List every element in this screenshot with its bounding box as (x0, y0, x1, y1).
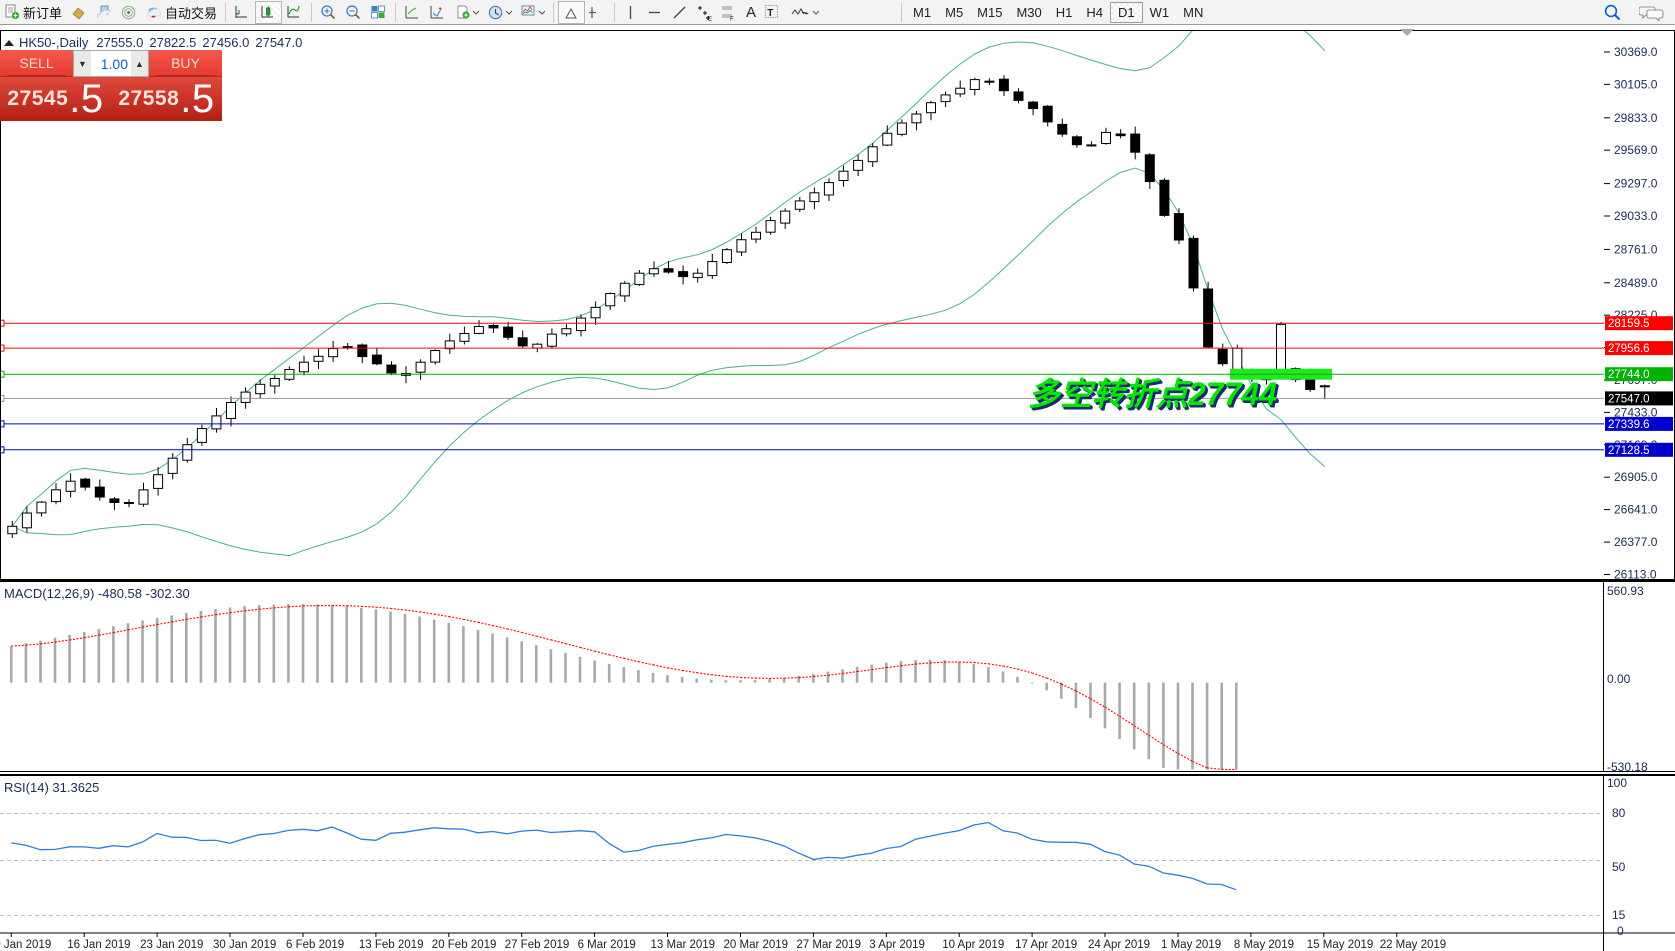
svg-text:26113.0: 26113.0 (1614, 568, 1657, 581)
svg-text:30 Jan 2019: 30 Jan 2019 (213, 939, 276, 951)
svg-text:27956.6: 27956.6 (1608, 343, 1650, 355)
svg-text:28489.0: 28489.0 (1614, 276, 1658, 290)
svg-text:28159.5: 28159.5 (1608, 318, 1650, 330)
svg-text:27339.6: 27339.6 (1608, 419, 1650, 431)
svg-text:29569.0: 29569.0 (1614, 143, 1658, 157)
svg-text:26641.0: 26641.0 (1614, 503, 1658, 517)
svg-text:6 Feb 2019: 6 Feb 2019 (286, 939, 344, 951)
svg-text:26377.0: 26377.0 (1614, 535, 1658, 549)
svg-text:29833.0: 29833.0 (1614, 111, 1658, 125)
svg-text:15 May 2019: 15 May 2019 (1307, 939, 1374, 951)
svg-text:27128.5: 27128.5 (1608, 445, 1650, 457)
svg-text:26905.0: 26905.0 (1614, 470, 1658, 484)
svg-text:27744.0: 27744.0 (1608, 369, 1650, 381)
svg-text:24 Apr 2019: 24 Apr 2019 (1088, 939, 1150, 951)
svg-text:27 Mar 2019: 27 Mar 2019 (796, 939, 861, 951)
svg-text:T: T (767, 8, 773, 19)
svg-text:28761.0: 28761.0 (1614, 242, 1658, 256)
svg-text:13 Mar 2019: 13 Mar 2019 (651, 939, 716, 951)
svg-text:1 May 2019: 1 May 2019 (1161, 939, 1221, 951)
svg-text:9 Jan 2019: 9 Jan 2019 (0, 939, 51, 951)
svg-text:23 Jan 2019: 23 Jan 2019 (140, 939, 203, 951)
svg-text:20 Mar 2019: 20 Mar 2019 (724, 939, 789, 951)
svg-text:27547.0: 27547.0 (1608, 393, 1650, 405)
svg-text:29033.0: 29033.0 (1614, 209, 1658, 223)
svg-text:3 Apr 2019: 3 Apr 2019 (869, 939, 925, 951)
svg-text:6 Mar 2019: 6 Mar 2019 (578, 939, 636, 951)
svg-text:13 Feb 2019: 13 Feb 2019 (359, 939, 424, 951)
svg-text:30105.0: 30105.0 (1614, 77, 1658, 91)
svg-text:20 Feb 2019: 20 Feb 2019 (432, 939, 497, 951)
svg-text:22 May 2019: 22 May 2019 (1380, 939, 1447, 951)
svg-text:29297.0: 29297.0 (1614, 177, 1658, 191)
svg-text:E: E (708, 16, 712, 21)
svg-text:17 Apr 2019: 17 Apr 2019 (1015, 939, 1077, 951)
svg-text:27 Feb 2019: 27 Feb 2019 (505, 939, 570, 951)
svg-text:8 May 2019: 8 May 2019 (1234, 939, 1294, 951)
svg-text:F: F (730, 16, 734, 21)
svg-text:16 Jan 2019: 16 Jan 2019 (67, 939, 130, 951)
svg-text:10 Apr 2019: 10 Apr 2019 (942, 939, 1004, 951)
